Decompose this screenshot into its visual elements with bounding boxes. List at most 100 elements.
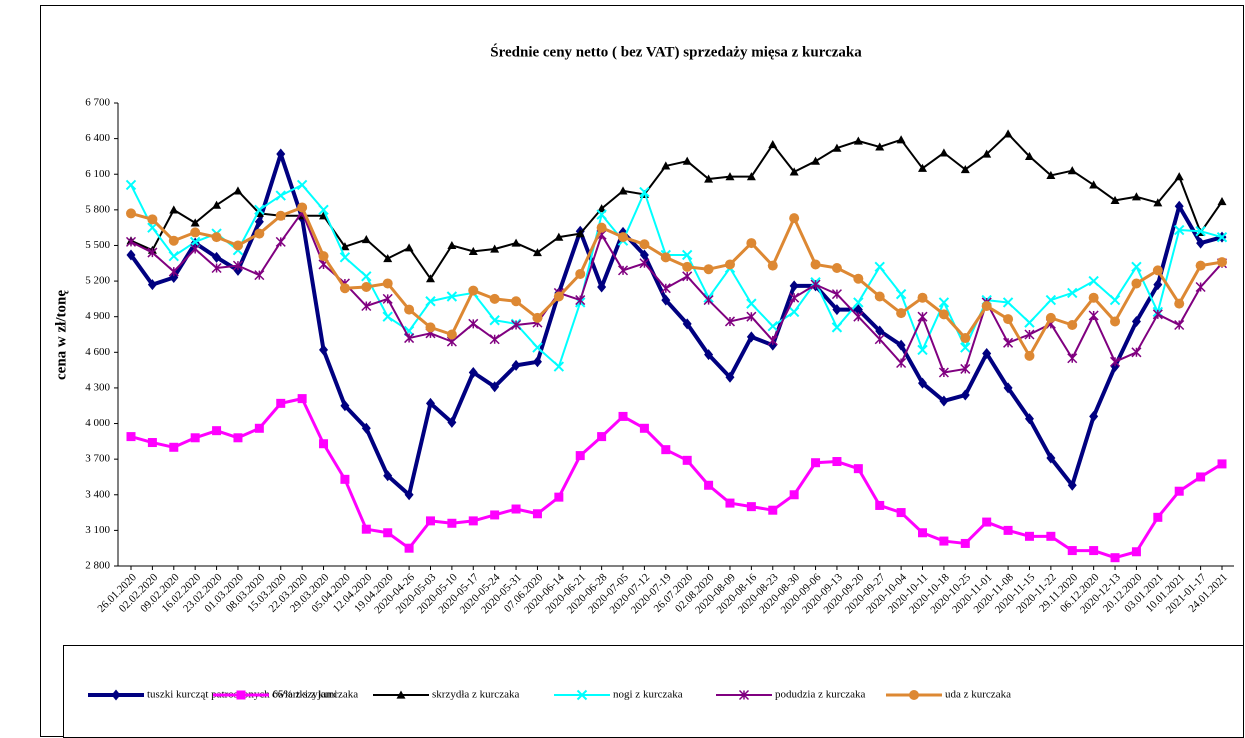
data-point bbox=[1003, 525, 1013, 535]
data-point bbox=[275, 190, 286, 201]
data-point bbox=[339, 252, 351, 263]
data-point bbox=[1003, 129, 1013, 138]
data-point bbox=[554, 492, 564, 502]
data-point bbox=[1131, 192, 1141, 201]
data-point bbox=[425, 322, 436, 333]
data-point bbox=[617, 265, 629, 276]
y-tick-label: 5 800 bbox=[85, 203, 110, 215]
y-tick-label: 6 700 bbox=[85, 97, 110, 109]
data-point bbox=[190, 227, 201, 238]
data-point bbox=[168, 235, 179, 246]
data-point bbox=[446, 291, 458, 302]
data-point bbox=[639, 186, 650, 198]
data-point bbox=[232, 240, 243, 251]
data-point bbox=[704, 349, 714, 361]
data-point bbox=[831, 263, 842, 274]
data-point bbox=[704, 480, 714, 490]
data-point bbox=[382, 311, 393, 322]
data-point bbox=[511, 319, 522, 331]
data-point bbox=[511, 504, 521, 514]
data-point bbox=[660, 283, 671, 294]
data-point bbox=[597, 281, 607, 293]
data-point bbox=[468, 318, 479, 329]
data-point bbox=[490, 244, 500, 253]
data-point bbox=[1089, 546, 1099, 556]
legend-marker bbox=[909, 690, 919, 700]
data-point bbox=[147, 214, 158, 225]
data-point bbox=[767, 260, 778, 271]
data-point bbox=[853, 304, 863, 316]
data-point bbox=[682, 261, 693, 272]
data-point bbox=[810, 279, 821, 290]
data-point bbox=[596, 209, 607, 220]
data-point bbox=[896, 508, 906, 518]
data-point bbox=[339, 283, 350, 294]
data-point bbox=[918, 377, 928, 389]
legend-marker bbox=[396, 690, 406, 699]
data-point bbox=[147, 279, 157, 291]
data-point bbox=[1088, 310, 1099, 321]
data-point bbox=[254, 423, 264, 433]
data-point bbox=[960, 164, 970, 174]
data-point bbox=[1067, 353, 1078, 364]
data-point bbox=[296, 179, 308, 191]
data-point bbox=[1089, 180, 1099, 189]
data-point bbox=[340, 474, 350, 484]
legend-label: skrzydła z kurczaka bbox=[432, 689, 519, 701]
data-point bbox=[811, 458, 821, 468]
data-point bbox=[189, 236, 201, 248]
data-point bbox=[125, 179, 137, 191]
data-point bbox=[361, 422, 371, 434]
data-point bbox=[960, 538, 970, 548]
data-point bbox=[789, 490, 799, 500]
data-point bbox=[404, 543, 414, 553]
y-tick-label: 4 900 bbox=[85, 310, 110, 322]
data-point bbox=[489, 315, 500, 326]
legend-marker bbox=[111, 689, 121, 701]
data-point bbox=[597, 204, 607, 213]
data-point bbox=[404, 333, 415, 344]
data-point bbox=[361, 282, 372, 293]
data-point bbox=[254, 216, 264, 228]
data-point bbox=[1217, 257, 1227, 268]
data-point bbox=[768, 505, 778, 515]
data-point bbox=[447, 240, 457, 250]
data-point bbox=[1003, 337, 1014, 348]
data-point bbox=[125, 236, 137, 247]
data-point bbox=[703, 295, 714, 306]
data-point bbox=[917, 292, 928, 303]
data-point bbox=[682, 271, 693, 282]
data-point bbox=[938, 297, 950, 308]
data-point bbox=[575, 268, 586, 279]
data-point bbox=[1045, 312, 1056, 323]
data-point bbox=[1067, 479, 1077, 491]
data-point bbox=[1174, 319, 1185, 331]
data-point bbox=[618, 186, 628, 195]
data-point bbox=[489, 334, 500, 345]
data-point bbox=[596, 222, 607, 233]
data-point bbox=[938, 367, 949, 378]
data-point bbox=[532, 356, 542, 368]
data-point bbox=[1067, 166, 1077, 175]
legend-marker bbox=[738, 689, 750, 701]
data-point bbox=[511, 238, 521, 247]
y-tick-label: 6 100 bbox=[85, 168, 110, 180]
data-point bbox=[960, 389, 970, 401]
data-point bbox=[1153, 512, 1163, 522]
data-point bbox=[1153, 198, 1163, 207]
data-point bbox=[319, 439, 329, 449]
data-point bbox=[1152, 265, 1163, 276]
data-point bbox=[1003, 314, 1014, 325]
data-point bbox=[1196, 237, 1206, 249]
data-point bbox=[1089, 410, 1099, 422]
y-tick-label: 6 400 bbox=[85, 132, 110, 144]
data-point bbox=[1152, 309, 1163, 320]
data-point bbox=[147, 247, 158, 258]
data-point bbox=[1046, 452, 1056, 464]
data-point bbox=[233, 433, 243, 443]
data-point bbox=[725, 371, 735, 383]
data-point bbox=[297, 394, 307, 404]
data-point bbox=[618, 411, 628, 421]
data-point bbox=[447, 518, 457, 528]
